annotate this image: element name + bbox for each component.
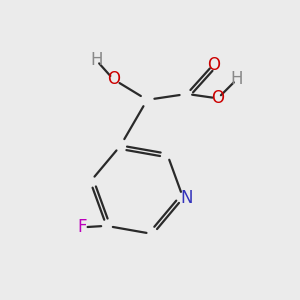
Text: F: F [78,218,87,236]
Text: O: O [107,70,120,88]
Text: H: H [231,70,243,88]
Text: H: H [90,51,102,69]
Text: O: O [211,89,224,107]
Text: O: O [207,56,220,74]
Text: N: N [180,189,193,207]
